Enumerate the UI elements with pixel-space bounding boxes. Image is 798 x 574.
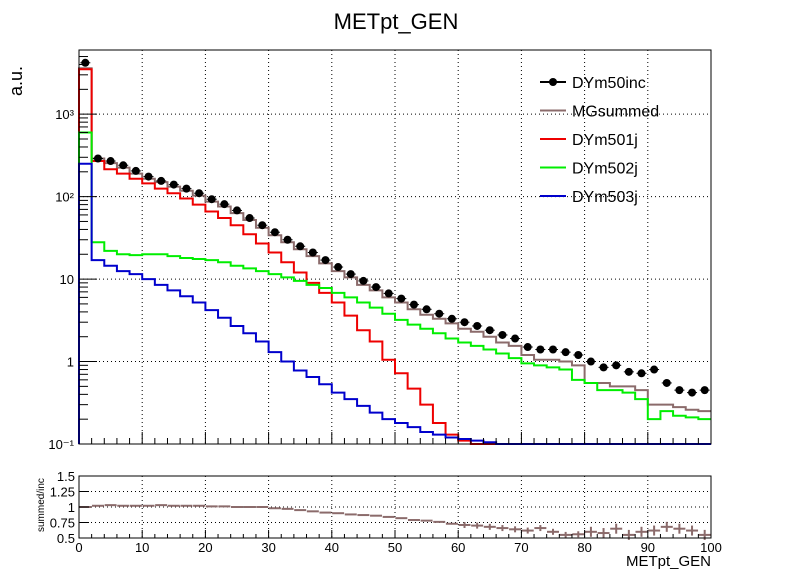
series-DYm50inc-point [612,361,621,370]
series-DYm50inc-point [624,367,633,376]
ratio-y-tick-label: 0.5 [57,531,75,546]
main-y-tick-label: 1 [67,355,74,370]
series-DYm50inc-point [169,180,178,189]
main-axis-ticks: 10⁻¹ 1 10 10² 10³ [48,49,712,452]
series-DYm50inc-point [485,326,494,335]
series-DYm50inc-point [372,283,381,292]
legend-label: DYm502j [572,161,638,178]
series-DYm50inc-point [523,343,532,352]
series-DYm50inc-point [409,300,418,309]
main-y-axis-label: a.u. [6,66,26,96]
ratio-x-tick-label: 10 [135,540,149,555]
main-y-tick-label: 10² [55,190,74,205]
ratio-plot-series [79,504,711,540]
ratio-x-tick-label: 90 [641,540,655,555]
series-DYm50inc-point [688,388,697,397]
ratio-x-tick-label: 60 [451,540,465,555]
series-DYm50inc-point [561,348,570,357]
chart-title: METpt_GEN [334,9,459,34]
main-y-tick-label: 10 [60,272,74,287]
series-DYm50inc-point [233,206,241,215]
series-DYm50inc-point [283,235,292,244]
series-DYm50inc-point [435,309,444,318]
legend-label: DYm501j [572,132,638,149]
series-DYm50inc-point [700,386,709,395]
series-DYm50inc-point [220,200,229,209]
series-DYm50inc-point [586,357,595,366]
series-DYm50inc-point [119,161,128,170]
series-DYm50inc-point [207,195,216,204]
series-DYm50inc-point [549,345,557,354]
ratio-x-tick-label: 70 [514,540,528,555]
series-DYm50inc-point [144,172,153,181]
legend-label: MGsummed [572,104,659,121]
series-DYm50inc-point [308,248,317,257]
ratio-grid [79,476,711,538]
series-DYm50inc-point [422,305,431,314]
series-DYm50inc-point [384,289,393,298]
main-y-tick-label: 10⁻¹ [48,437,74,452]
series-DYm50inc-point [359,276,368,285]
ratio-x-tick-label: 40 [325,540,339,555]
ratio-x-tick-label: 30 [261,540,275,555]
ratio-x-tick-label: 50 [388,540,402,555]
series-DYm50inc-point [270,228,279,237]
ratio-x-tick-label: 100 [700,540,722,555]
series-DYm50inc-point [675,386,684,395]
series-DYm50inc-point [131,166,140,175]
series-DYm50inc-point [321,256,330,265]
ratio-y-tick-label: 1.25 [50,485,75,500]
series-DYm50inc-point [637,369,646,378]
legend-label: DYm50inc [572,75,646,92]
legend-swatch-point [549,78,557,86]
series-DYm50inc-point [195,189,204,198]
series-DYm50inc-point [245,214,254,223]
series-DYm502j-step-line [78,131,711,444]
series-DYm50inc-point [511,334,520,343]
legend: DYm50inc MGsummed DYm501j DYm502j DYm503j [540,75,659,206]
series-DYm50inc-point [258,221,267,230]
ratio-x-tick-label: 0 [75,540,82,555]
series-DYm50inc-point [296,242,305,251]
ratio-y-axis-label: summed/inc [36,478,47,532]
legend-label: DYm503j [572,189,638,206]
series-DYm50inc-point [650,365,659,374]
series-DYm50inc-point [106,157,115,166]
series-DYm50inc-point [662,378,671,387]
series-DYm50inc-point [81,58,90,67]
ratio-x-axis-label: METpt_GEN [626,553,711,570]
series-DYm50inc-point [397,294,406,303]
series-DYm50inc-point [157,176,166,185]
series-DYm50inc-point [334,263,343,272]
series-DYm50inc-point [182,184,191,193]
series-DYm50inc-point [93,154,102,163]
series-DYm50inc-point [473,321,482,330]
series-DYm50inc-point [460,318,469,327]
main-y-tick-label: 10³ [55,107,74,122]
ratio-x-tick-label: 20 [198,540,212,555]
series-DYm50inc-point [574,351,583,360]
series-DYm50inc-point [498,330,507,339]
ratio-y-tick-label: 1.5 [57,469,75,484]
series-DYm50inc-point [536,345,545,354]
series-DYm50inc-point [346,270,355,279]
series-DYm50inc-point [447,314,456,323]
ratio-y-tick-label: 1 [68,500,75,515]
series-DYm50inc-point [599,363,608,372]
ratio-y-tick-label: 0.75 [50,516,75,531]
ratio-x-tick-label: 80 [577,540,591,555]
